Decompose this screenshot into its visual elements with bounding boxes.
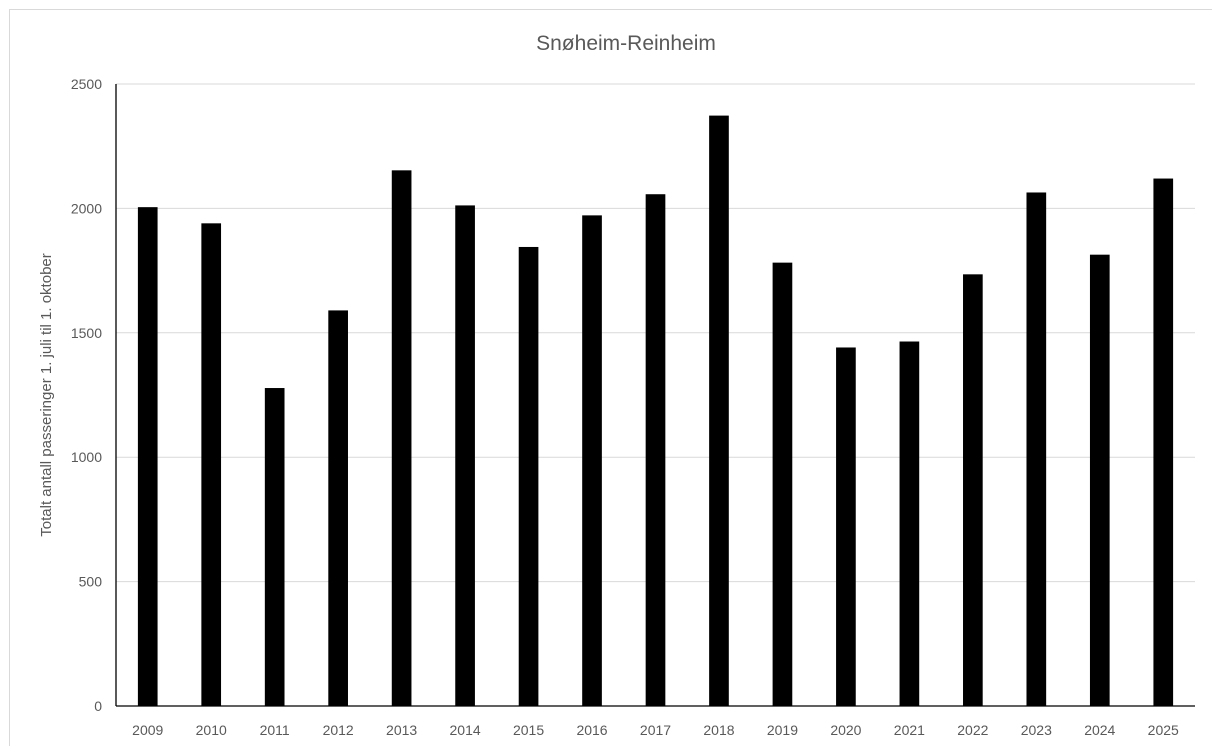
x-tick-label: 2015: [513, 722, 544, 738]
y-tick-label: 1000: [71, 449, 102, 465]
y-tick-labels: 0 500 1000 1500 2000 2500: [71, 76, 102, 714]
bar-2011: [264, 388, 285, 706]
x-tick-label: 2018: [703, 722, 734, 738]
bar-2021: [899, 341, 920, 706]
y-tick-label: 1500: [71, 325, 102, 341]
x-tick-label: 2021: [894, 722, 925, 738]
x-tick-label: 2019: [767, 722, 798, 738]
x-tick-label: 2016: [576, 722, 607, 738]
bar-2022: [963, 274, 983, 706]
x-tick-label: 2020: [830, 722, 861, 738]
bar-2024: [1089, 254, 1110, 706]
x-tick-labels: 2009 2010 2011 2012 2013 2014 2015 2016 2017 2018…: [132, 722, 1179, 738]
x-tick-label: 2014: [450, 722, 481, 738]
x-tick-label: 2009: [132, 722, 163, 738]
x-tick-label: 2010: [196, 722, 227, 738]
x-tick-label: 2025: [1148, 722, 1179, 738]
bar-2016: [582, 215, 602, 706]
bar-2013: [391, 170, 412, 706]
x-tick-label: 2024: [1084, 722, 1115, 738]
bar-2009: [137, 207, 158, 706]
bar-2010: [201, 223, 222, 706]
x-tick-label: 2022: [957, 722, 988, 738]
bar-2017: [645, 194, 666, 707]
x-tick-label: 2012: [323, 722, 354, 738]
chart-title: Snøheim-Reinheim: [536, 32, 716, 55]
y-tick-label: 0: [94, 698, 102, 714]
y-tick-label: 500: [79, 574, 103, 590]
y-axis-title: Totalt antall passeringer 1. juli til 1.…: [38, 253, 55, 536]
bar-2019: [772, 262, 793, 706]
x-tick-label: 2017: [640, 722, 671, 738]
bar-2014: [455, 205, 475, 706]
y-tick-label: 2500: [71, 76, 102, 92]
bars: [137, 115, 1174, 707]
bar-2018: [709, 115, 729, 707]
bar-2025: [1153, 178, 1174, 706]
bar-2015: [518, 246, 539, 707]
x-tick-label: 2013: [386, 722, 417, 738]
x-tick-label: 2011: [260, 722, 290, 738]
bar-2020: [836, 347, 856, 706]
axes: [115, 84, 1195, 707]
x-tick-label: 2023: [1021, 722, 1052, 738]
bar-2012: [328, 310, 348, 706]
bar-2023: [1026, 192, 1047, 706]
y-tick-label: 2000: [71, 200, 102, 216]
